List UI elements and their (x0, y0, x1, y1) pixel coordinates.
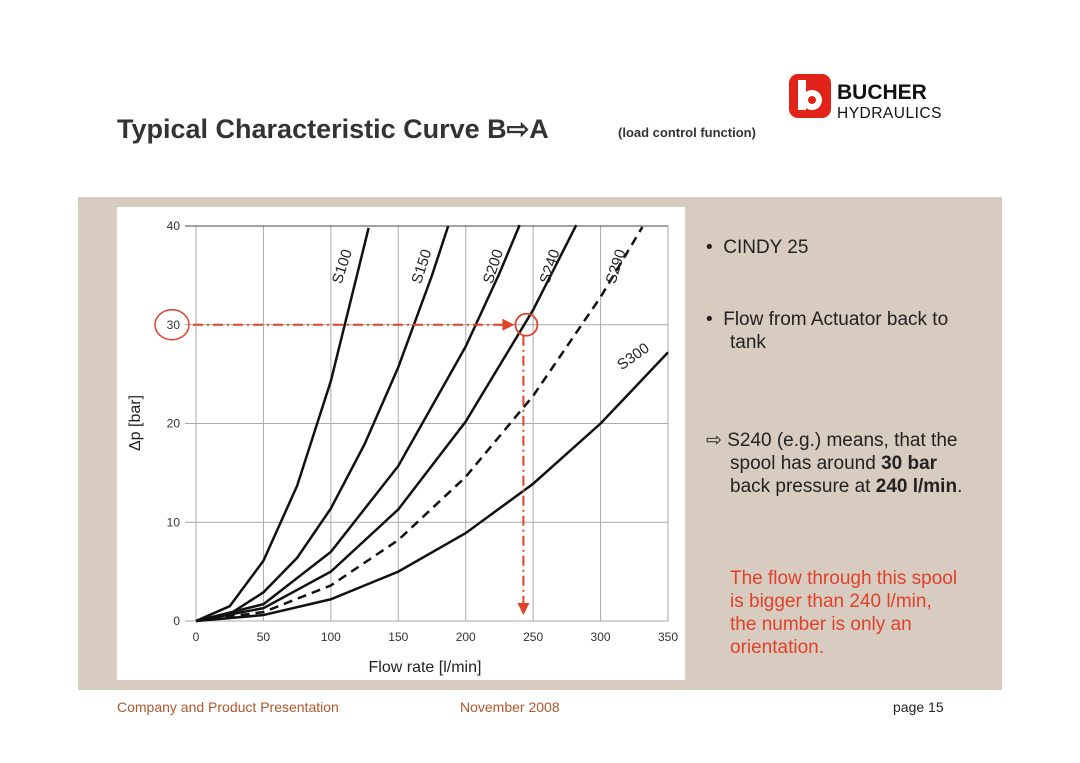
tick-highlight (154, 309, 190, 341)
logo-sub: HYDRAULICS (837, 105, 942, 122)
curve (195, 226, 644, 623)
title-note: (load control function) (618, 125, 756, 140)
x-tick-label: 250 (523, 630, 543, 644)
text-bold: 30 bar (881, 453, 938, 474)
bullet-text: CINDY 25 (723, 237, 809, 258)
logo-name: BUCHER (837, 81, 927, 104)
y-tick-label: 10 (167, 515, 181, 529)
arrow-head (502, 318, 515, 331)
curve (195, 351, 669, 623)
y-tick-label: 40 (167, 219, 181, 233)
curve (195, 224, 578, 623)
footer-left: Company and Product Presentation (117, 699, 339, 715)
point-highlight (514, 312, 539, 337)
curve (195, 224, 521, 623)
x-tick-label: 100 (321, 630, 341, 644)
x-axis-label: Flow rate [l/min] (369, 659, 482, 676)
text-bold: 240 l/min (875, 476, 958, 497)
text: back pressure at (730, 476, 876, 497)
arrow: ⇨ (706, 430, 722, 451)
explanation: ⇨ S240 (e.g.) means, that the spool has … (706, 429, 965, 498)
footer-center: November 2008 (460, 699, 560, 715)
arrow-head (517, 603, 530, 615)
y-tick-label: 20 (167, 417, 181, 431)
footer-right: page 15 (893, 699, 944, 715)
chart-box (117, 207, 685, 680)
x-tick-label: 0 (193, 630, 200, 644)
x-tick-label: 350 (658, 630, 678, 644)
curve (195, 227, 370, 623)
y-axis-label: Δp [bar] (127, 395, 144, 451)
bullet-text: Flow from Actuator back to tank (723, 309, 949, 353)
x-tick-label: 300 (591, 630, 611, 644)
y-tick-label: 0 (173, 614, 180, 628)
bullet: • CINDY 25 (706, 237, 809, 258)
x-tick-label: 200 (456, 630, 476, 644)
x-tick-label: 50 (257, 630, 271, 644)
note: The flow through this spool is bigger th… (730, 568, 958, 658)
bullet: • Flow from Actuator back to tank (706, 309, 949, 353)
x-tick-label: 150 (388, 630, 408, 644)
curve (195, 225, 450, 623)
text: . (957, 476, 963, 497)
logo (789, 74, 831, 118)
y-tick-label: 30 (167, 318, 181, 332)
title: Typical Characteristic Curve B⇨A (117, 114, 549, 144)
text: S240 (e.g.) means, that the spool has ar… (727, 430, 958, 474)
